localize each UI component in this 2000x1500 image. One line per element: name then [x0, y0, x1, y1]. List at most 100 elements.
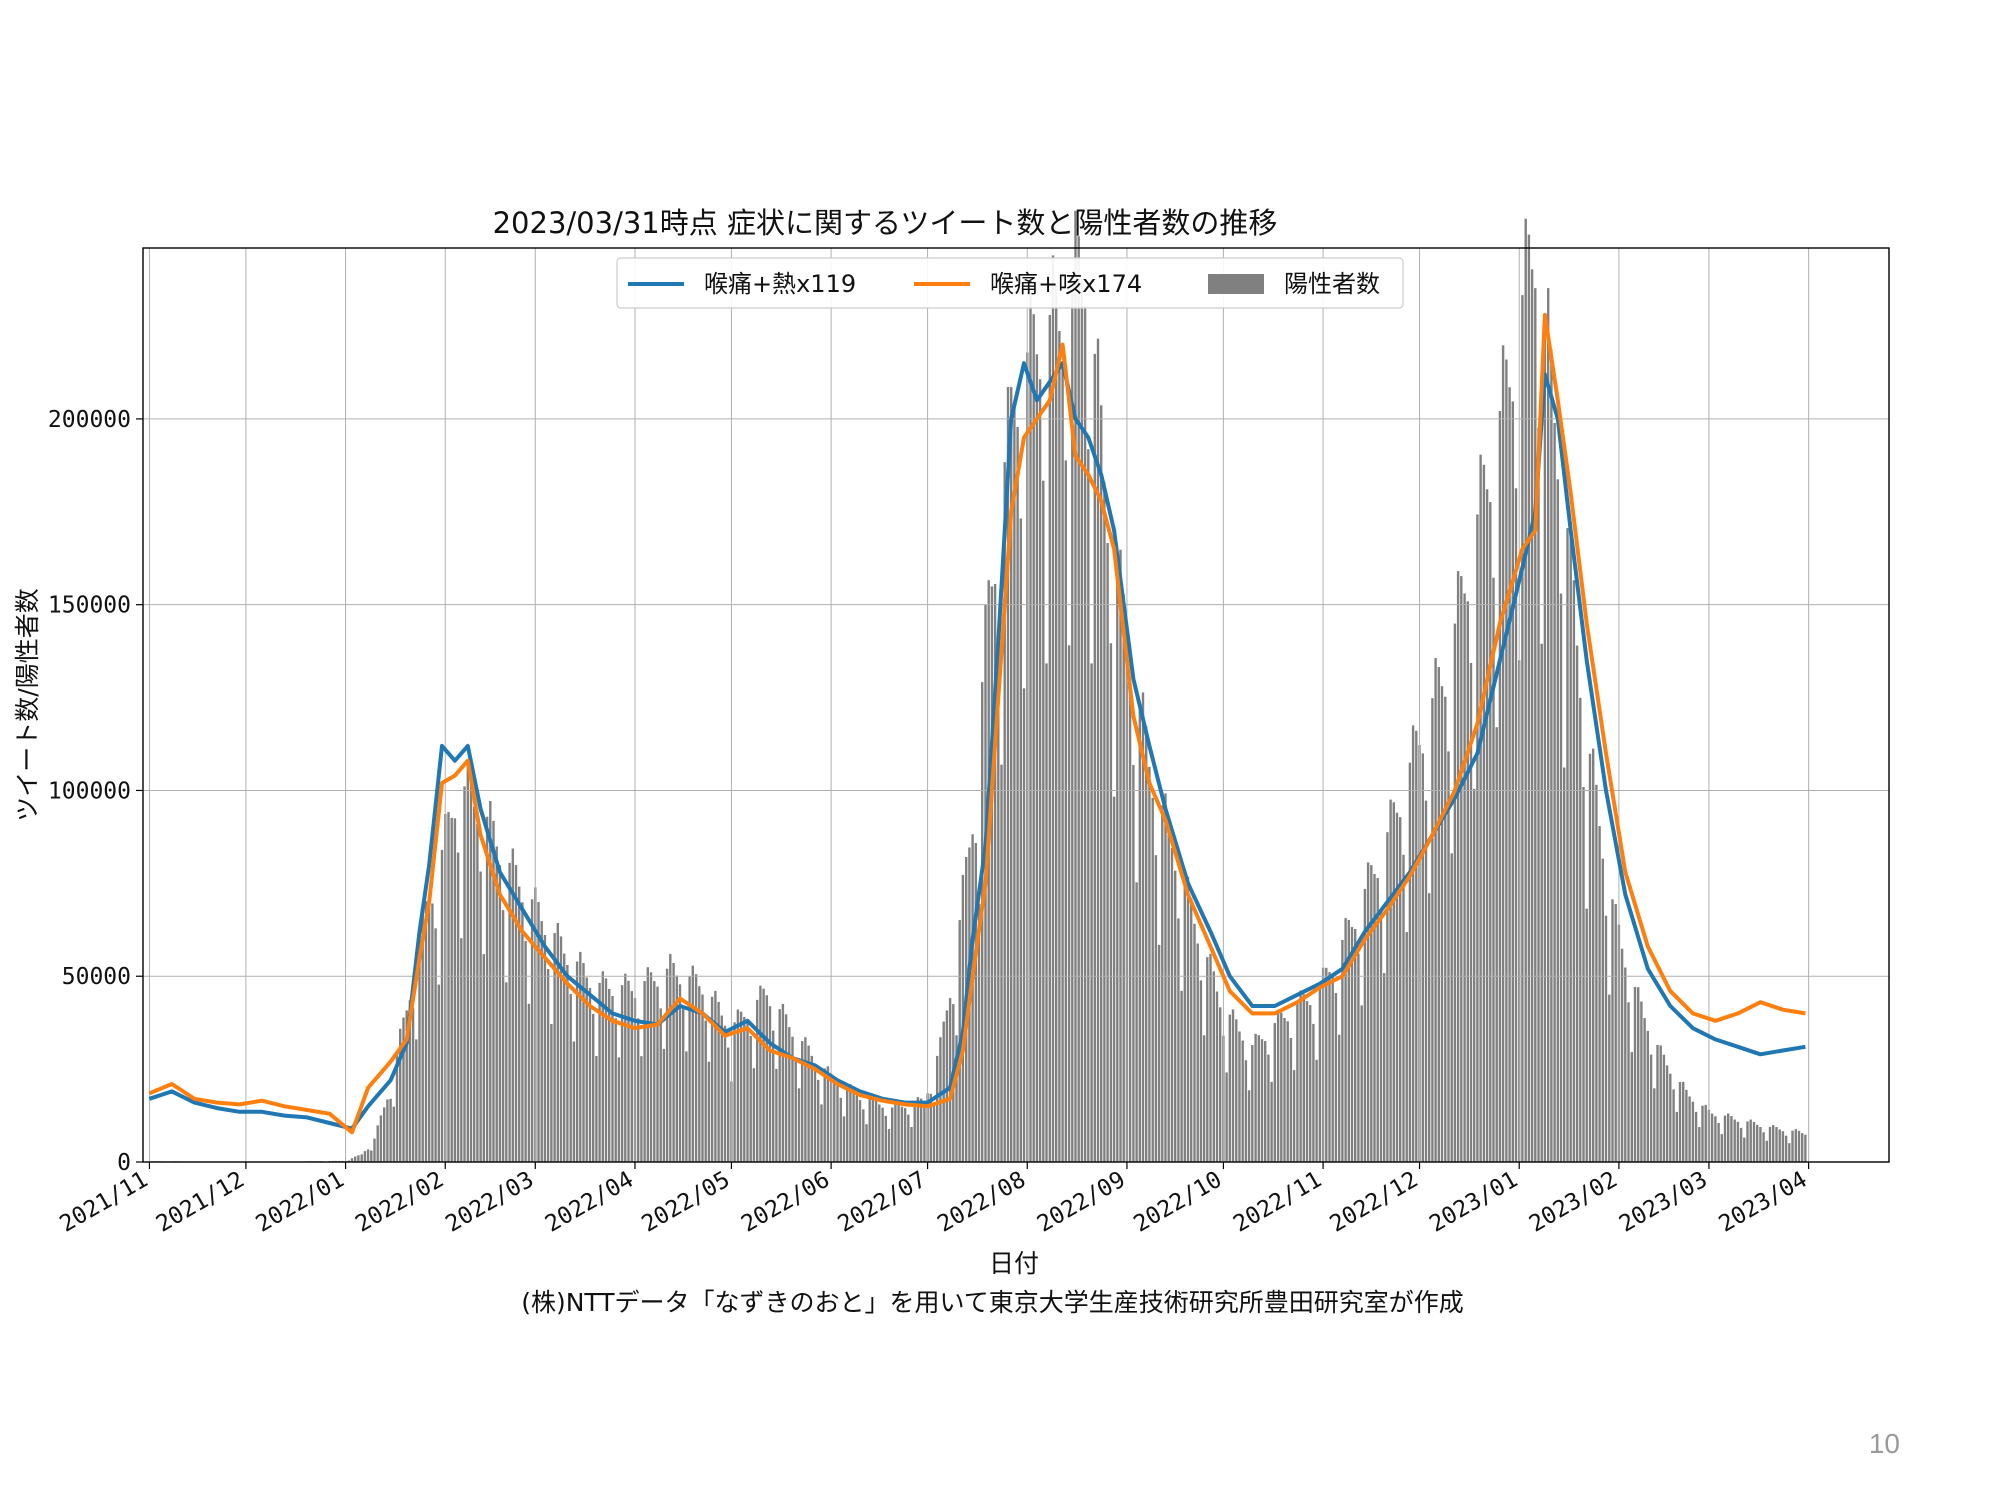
positive-cases-bar — [408, 1000, 412, 1162]
series-line-1 — [148, 361, 1806, 1131]
legend-label-2: 喉痛+咳x174 — [990, 270, 1142, 298]
positive-cases-bar — [630, 991, 633, 1162]
y-axis-label: ツイート数/陽性者数 — [13, 588, 42, 821]
positive-cases-bar — [929, 1093, 932, 1162]
positive-cases-bar — [1302, 994, 1305, 1162]
positive-cases-bar — [813, 1063, 817, 1162]
positive-cases-bar — [1534, 288, 1537, 1163]
x-tick-label: 2022/06 — [737, 1167, 834, 1238]
positive-cases-bar — [1720, 1134, 1723, 1162]
positive-cases-bar — [974, 843, 977, 1162]
positive-cases-bar — [1055, 284, 1058, 1162]
positive-cases-bar — [739, 1011, 743, 1162]
positive-cases-bar — [1196, 943, 1199, 1162]
positive-cases-bar — [1482, 464, 1486, 1162]
positive-cases-bar — [1395, 812, 1399, 1162]
positive-cases-bar — [1614, 904, 1617, 1162]
positive-cases-bar — [797, 1088, 801, 1162]
positive-cases-bar — [903, 1108, 907, 1162]
positive-cases-bar — [1219, 1007, 1222, 1162]
positive-cases-bar — [1344, 918, 1347, 1162]
positive-cases-bar — [1376, 878, 1379, 1162]
positive-cases-bar — [1035, 354, 1039, 1162]
positive-cases-bar — [1135, 882, 1138, 1162]
positive-cases-bar — [1463, 593, 1466, 1162]
positive-cases-bar — [1479, 454, 1482, 1163]
positive-cases-bar — [1273, 1023, 1276, 1162]
positive-cases-bar — [1019, 518, 1022, 1162]
y-tick-label: 100000 — [48, 778, 131, 804]
positive-cases-bar — [1357, 953, 1360, 1162]
x-tick-label: 2023/03 — [1615, 1167, 1712, 1238]
positive-cases-bar — [1331, 973, 1334, 1162]
positive-cases-bar — [916, 1097, 920, 1162]
x-tick-label: 2023/04 — [1715, 1167, 1812, 1238]
positive-cases-bar — [1347, 920, 1350, 1162]
positive-cases-bar — [1383, 973, 1386, 1162]
positive-cases-bar — [559, 936, 563, 1162]
positive-cases-bar — [759, 985, 762, 1162]
positive-cases-bar — [662, 1048, 666, 1162]
positive-cases-bar — [1759, 1127, 1762, 1162]
positive-cases-bar — [781, 1003, 785, 1162]
x-tick-label: 2022/05 — [637, 1167, 734, 1238]
positive-cases-bar — [1784, 1135, 1788, 1162]
positive-cases-bar — [1215, 991, 1219, 1162]
positive-cases-bar — [1791, 1130, 1794, 1162]
positive-cases-bar — [981, 682, 984, 1162]
x-tick-label: 2022/01 — [252, 1167, 349, 1238]
positive-cases-bar — [460, 938, 463, 1162]
positive-cases-bar — [675, 975, 678, 1162]
positive-cases-bar — [1141, 692, 1145, 1162]
positive-cases-bar — [1447, 751, 1450, 1162]
positive-cases-bar — [736, 1009, 740, 1162]
positive-cases-bar — [1579, 697, 1582, 1162]
positive-cases-bar — [704, 1020, 707, 1162]
positive-cases-bar — [1566, 528, 1569, 1162]
positive-cases-bar — [1360, 1005, 1363, 1162]
positive-cases-bar — [428, 904, 431, 1162]
positive-cases-bar — [1042, 480, 1045, 1162]
positive-cases-bar — [784, 1014, 788, 1162]
positive-cases-bar — [1434, 658, 1437, 1162]
positive-cases-bar — [1341, 940, 1344, 1162]
positive-cases-bar — [479, 871, 482, 1162]
positive-cases-bar — [1325, 967, 1328, 1162]
positive-cases-bar — [1071, 278, 1074, 1162]
positive-cases-bar — [665, 968, 669, 1162]
positive-cases-bar — [1235, 1019, 1238, 1162]
positive-cases-bar — [894, 1102, 897, 1162]
positive-cases-bar — [1659, 1045, 1662, 1162]
positive-cases-bar — [977, 904, 981, 1162]
positive-cases-bar — [1704, 1104, 1707, 1162]
positive-cases-bar — [1678, 1082, 1682, 1162]
positive-cases-bar — [1415, 730, 1418, 1162]
positive-cases-bar — [1296, 1003, 1299, 1162]
positive-cases-bar — [1116, 565, 1119, 1162]
positive-cases-bar — [1112, 796, 1116, 1162]
chart-title: 2023/03/31時点 症状に関するツイート数と陽性者数の推移 — [493, 206, 1278, 240]
positive-cases-bar — [820, 1104, 823, 1162]
positive-cases-bar — [1161, 805, 1164, 1162]
positive-cases-bar — [566, 965, 569, 1162]
y-tick-label: 150000 — [48, 593, 131, 619]
positive-cases-bar — [1643, 1018, 1646, 1162]
bars-layer — [148, 210, 1807, 1163]
positive-cases-bar — [1569, 522, 1572, 1162]
positive-cases-bar — [1083, 306, 1087, 1162]
positive-cases-bar — [1524, 218, 1527, 1163]
positive-cases-bar — [1038, 379, 1042, 1162]
positive-cases-bar — [846, 1087, 849, 1162]
positive-cases-bar — [1109, 643, 1113, 1162]
positive-cases-bar — [688, 976, 691, 1162]
positive-cases-bar — [1379, 909, 1383, 1162]
positive-cases-bar — [1431, 698, 1434, 1162]
positive-cases-bar — [852, 1089, 855, 1162]
positive-cases-bar — [579, 951, 582, 1162]
positive-cases-bar — [1312, 1023, 1315, 1162]
positive-cases-bar — [1225, 1072, 1228, 1162]
positive-cases-bar — [540, 921, 543, 1162]
positive-cases-bar — [495, 846, 498, 1162]
legend-box — [616, 257, 1404, 309]
